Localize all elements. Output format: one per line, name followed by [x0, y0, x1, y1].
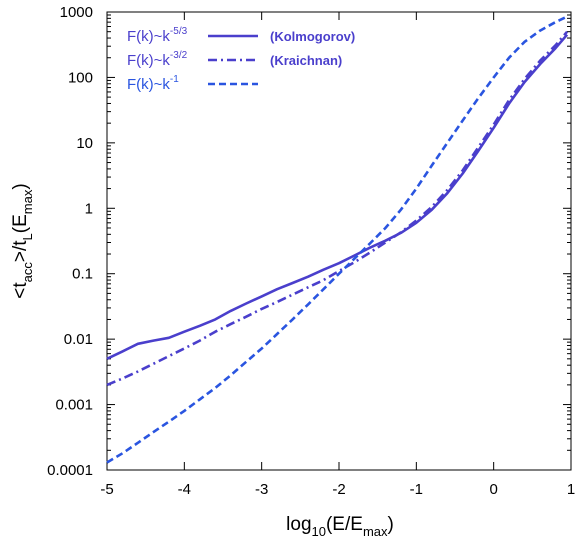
axis-labels: log10(E/Emax)<tacc>/tL(Emax)	[10, 183, 394, 539]
legend-note-1: (Kolmogorov)	[270, 29, 355, 44]
x-tick-label: 1	[567, 481, 575, 498]
legend-label-exponent: -3/2	[170, 50, 188, 61]
legend-label-exponent: -5/3	[170, 26, 188, 37]
series-line-3	[106, 15, 568, 464]
y-axis-label-part: max	[20, 189, 35, 214]
legend-note-2: (Kraichnan)	[270, 53, 342, 68]
legend-label-base: F(k)~k	[127, 28, 170, 45]
x-tick-label: -1	[410, 481, 423, 498]
x-axis-label-part: (E/E	[326, 514, 363, 535]
x-tick-label: -4	[178, 481, 191, 498]
y-tick-label: 0.1	[72, 266, 93, 283]
x-axis-label-part: )	[388, 514, 394, 535]
y-axis-label-part: L	[20, 233, 35, 240]
x-axis-label-part: 10	[312, 524, 326, 539]
x-tick-label: -2	[332, 481, 345, 498]
x-tick-label: -5	[100, 481, 113, 498]
series-lines	[106, 15, 569, 464]
legend-label-3: F(k)~k-1	[127, 74, 179, 93]
legend-label-base: F(k)~k	[127, 52, 170, 69]
legend-label-base: F(k)~k	[127, 76, 170, 93]
y-tick-label: 0.001	[55, 397, 93, 414]
legend-label-1: F(k)~k-5/3	[127, 26, 188, 45]
y-axis-label-part: )	[10, 183, 31, 189]
legend-label-exponent: -1	[170, 74, 179, 85]
y-tick-label: 1	[85, 200, 93, 217]
x-axis-label-part: log	[286, 514, 311, 535]
x-axis-label-part: max	[363, 524, 388, 539]
y-tick-label: 10	[76, 135, 93, 152]
series-line-1	[106, 33, 569, 360]
y-tick-label: 0.01	[64, 331, 93, 348]
y-tick-label: 100	[68, 69, 93, 86]
x-axis-label: log10(E/Emax)	[286, 514, 394, 539]
legend-label-2: F(k)~k-3/2	[127, 50, 188, 69]
legend: F(k)~k-5/3 (Kolmogorov)F(k)~k-3/2 (Kraichn…	[127, 26, 355, 93]
y-axis-label-part: >/t	[10, 240, 31, 262]
y-tick-label: 1000	[60, 4, 93, 21]
x-tick-label: -3	[255, 481, 268, 498]
y-axis-label: <tacc>/tL(Emax)	[10, 183, 35, 298]
y-axis-label-part: <t	[10, 282, 31, 299]
y-axis-label-part: acc	[20, 262, 35, 283]
y-tick-label: 0.0001	[47, 462, 93, 479]
axis-ticks: -5 -4 -3 -2 -1 0 1 0.0001 0.001 0.01 0.1 1 10 100 1000	[47, 4, 575, 498]
x-tick-label: 0	[489, 481, 497, 498]
y-axis-label-part: (E	[10, 214, 31, 233]
